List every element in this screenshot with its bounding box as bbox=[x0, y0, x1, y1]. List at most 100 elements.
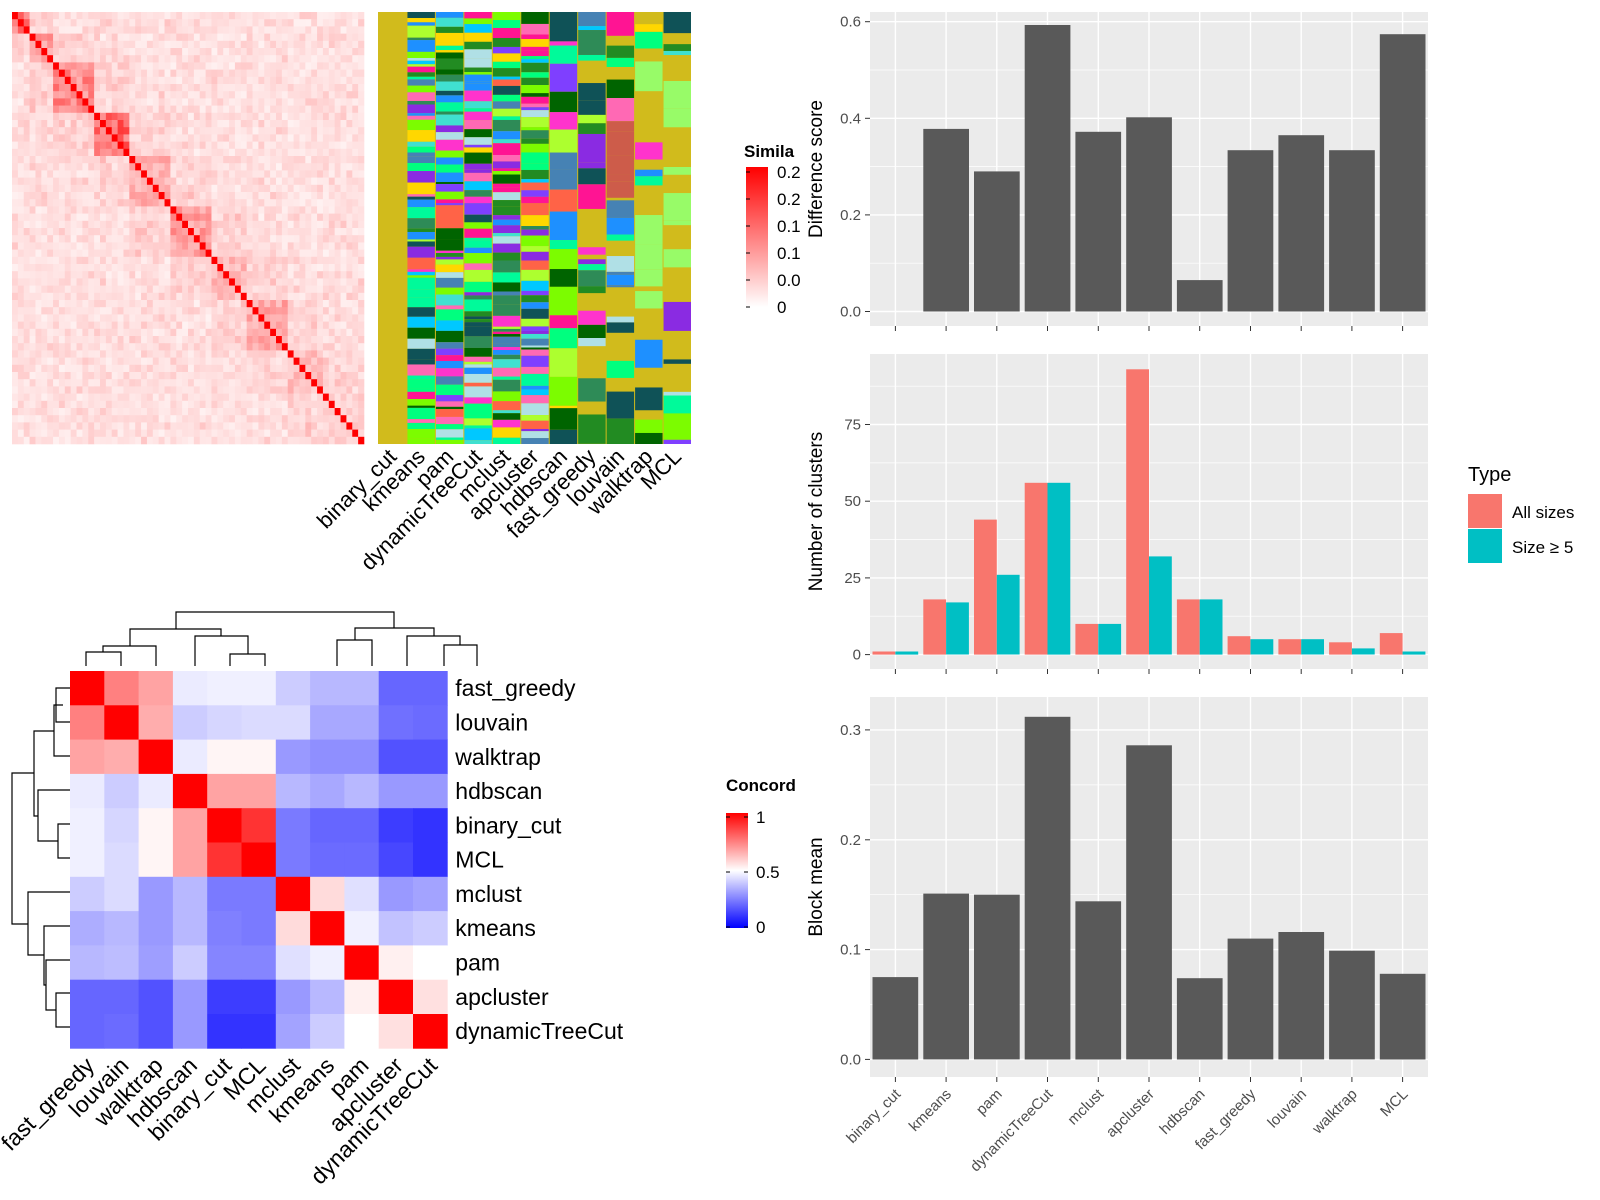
similarity-cell bbox=[152, 292, 159, 301]
similarity-cell bbox=[211, 422, 218, 430]
similarity-cell bbox=[264, 33, 271, 42]
similarity-cell bbox=[164, 105, 171, 114]
similarity-cell bbox=[352, 134, 359, 142]
similarity-cell bbox=[146, 285, 154, 294]
similarity-cell bbox=[141, 436, 148, 445]
similarity-cell bbox=[258, 292, 265, 301]
similarity-cell bbox=[105, 408, 113, 416]
similarity-cell bbox=[311, 206, 318, 214]
similarity-cell bbox=[328, 134, 335, 142]
similarity-cell bbox=[234, 350, 242, 358]
annotation-cell bbox=[492, 252, 521, 261]
annotation-cell bbox=[492, 304, 521, 316]
similarity-cell bbox=[199, 364, 206, 373]
annotation-cell bbox=[407, 277, 435, 290]
similarity-cell bbox=[123, 321, 130, 330]
similarity-cell bbox=[70, 91, 77, 99]
similarity-cell bbox=[111, 422, 118, 430]
similarity-cell bbox=[240, 26, 247, 34]
similarity-cell bbox=[270, 314, 277, 322]
annotation-cell bbox=[549, 249, 578, 270]
similarity-cell bbox=[117, 163, 124, 171]
annotation-cell bbox=[435, 250, 464, 254]
similarity-cell bbox=[217, 379, 224, 387]
similarity-cell bbox=[193, 321, 201, 330]
similarity-cell bbox=[64, 249, 71, 258]
similarity-cell bbox=[123, 62, 130, 70]
similarity-cell bbox=[111, 408, 118, 416]
similarity-cell bbox=[328, 364, 335, 373]
similarity-cell bbox=[287, 235, 294, 243]
similarity-cell bbox=[358, 343, 365, 351]
similarity-cell bbox=[100, 76, 107, 85]
similarity-cell bbox=[311, 163, 318, 171]
similarity-cell bbox=[246, 55, 253, 63]
similarity-cell bbox=[29, 199, 36, 207]
similarity-cell bbox=[317, 393, 324, 402]
similarity-cell bbox=[76, 321, 83, 330]
similarity-cell bbox=[328, 76, 335, 85]
similarity-cell bbox=[346, 91, 353, 99]
similarity-cell bbox=[352, 228, 359, 236]
similarity-cell bbox=[217, 242, 224, 250]
similarity-cell bbox=[322, 105, 330, 114]
annotation-cell bbox=[492, 68, 521, 77]
similarity-cell bbox=[47, 184, 54, 193]
annotation-cell bbox=[435, 81, 464, 91]
similarity-cell bbox=[334, 386, 341, 394]
similarity-cell bbox=[176, 48, 183, 56]
similarity-cell bbox=[41, 249, 48, 258]
similarity-cell bbox=[111, 357, 118, 366]
similarity-cell bbox=[258, 285, 265, 294]
similarity-cell bbox=[88, 177, 95, 186]
concordance-cell bbox=[310, 979, 345, 1015]
annotation-cell bbox=[606, 391, 635, 419]
similarity-cell bbox=[223, 26, 230, 34]
similarity-cell bbox=[276, 436, 283, 445]
similarity-cell bbox=[258, 249, 265, 258]
similarity-cell bbox=[334, 343, 341, 351]
similarity-cell bbox=[129, 372, 136, 380]
similarity-cell bbox=[29, 19, 36, 27]
similarity-cell bbox=[311, 235, 318, 243]
similarity-cell bbox=[111, 228, 118, 236]
similarity-cell bbox=[17, 415, 25, 423]
similarity-cell bbox=[76, 350, 83, 358]
similarity-cell bbox=[123, 192, 130, 200]
annotation-cell bbox=[435, 199, 464, 204]
concordance-cell bbox=[310, 671, 345, 706]
similarity-cell bbox=[334, 321, 341, 330]
similarity-cell bbox=[141, 120, 148, 128]
concordance-cell bbox=[70, 808, 105, 843]
similarity-cell bbox=[252, 278, 259, 286]
similarity-cell bbox=[76, 307, 83, 315]
similarity-cell bbox=[94, 422, 101, 430]
similarity-cell bbox=[281, 429, 289, 438]
similarity-cell bbox=[141, 249, 148, 258]
annotation-cell bbox=[549, 91, 578, 113]
similarity-cell bbox=[64, 48, 71, 56]
annotation-cell bbox=[578, 259, 606, 265]
similarity-cell bbox=[35, 76, 42, 85]
similarity-cell bbox=[223, 292, 230, 301]
similarity-cell bbox=[47, 429, 54, 438]
similarity-cell bbox=[334, 192, 341, 200]
similarity-cell bbox=[70, 55, 77, 63]
concordance-cell bbox=[275, 705, 311, 740]
similarity-cell bbox=[82, 127, 89, 135]
similarity-cell bbox=[217, 292, 224, 301]
similarity-cell bbox=[205, 177, 212, 186]
similarity-cell bbox=[64, 55, 71, 63]
similarity-cell bbox=[123, 12, 130, 20]
similarity-cell bbox=[352, 213, 359, 222]
similarity-cell bbox=[164, 134, 171, 142]
annotation-cell bbox=[492, 354, 521, 360]
similarity-cell bbox=[152, 307, 159, 315]
bar bbox=[1250, 639, 1274, 655]
similarity-cell bbox=[182, 321, 189, 330]
similarity-cell bbox=[146, 278, 154, 286]
annotation-cell bbox=[663, 80, 691, 109]
annotation-cell bbox=[435, 409, 464, 417]
similarity-cell bbox=[322, 343, 330, 351]
similarity-cell bbox=[211, 415, 218, 423]
